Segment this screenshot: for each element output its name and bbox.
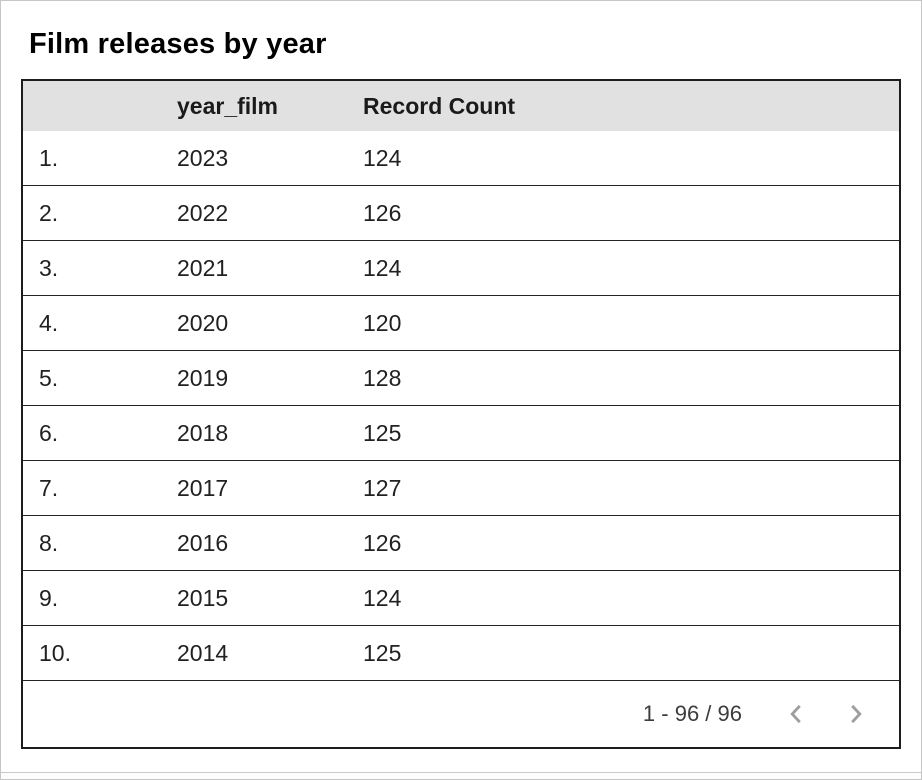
year-film-cell: 2015 — [177, 584, 229, 611]
table-row: 5. 2019 128 — [23, 351, 899, 406]
row-number-cell: 5. — [39, 364, 59, 391]
row-number-cell: 6. — [39, 419, 59, 446]
row-number-cell: 1. — [39, 144, 59, 171]
record-count-cell: 126 — [363, 529, 402, 556]
chevron-right-icon — [843, 701, 869, 727]
record-count-cell: 124 — [363, 144, 402, 171]
page-bottom-edge — [1, 772, 921, 779]
header-cell-record-count[interactable]: Record Count — [363, 92, 516, 119]
table-header-row: year_film Record Count — [23, 81, 899, 131]
year-film-cell: 2016 — [177, 529, 229, 556]
table-row: 4. 2020 120 — [23, 296, 899, 351]
record-count-cell: 128 — [363, 364, 402, 391]
row-number-cell: 10. — [39, 639, 71, 666]
table-pagination-bar: 1 - 96 / 96 — [23, 681, 899, 747]
record-count-cell: 124 — [363, 254, 402, 281]
year-film-cell: 2020 — [177, 309, 229, 336]
table-row: 8. 2016 126 — [23, 516, 899, 571]
table-row: 9. 2015 124 — [23, 571, 899, 626]
year-film-cell: 2014 — [177, 639, 229, 666]
row-number-cell: 7. — [39, 474, 59, 501]
table-row: 7. 2017 127 — [23, 461, 899, 516]
header-cell-year-film[interactable]: year_film — [177, 92, 279, 119]
table-row: 1. 2023 124 — [23, 131, 899, 186]
row-number-cell: 3. — [39, 254, 59, 281]
table-row: 3. 2021 124 — [23, 241, 899, 296]
record-count-cell: 125 — [363, 639, 402, 666]
year-film-cell: 2023 — [177, 144, 229, 171]
year-film-cell: 2022 — [177, 199, 229, 226]
page-title: Film releases by year — [29, 28, 327, 60]
row-number-cell: 8. — [39, 529, 59, 556]
row-number-cell: 9. — [39, 584, 59, 611]
film-releases-table: year_film Record Count 1. 2023 124 2. 20… — [21, 79, 901, 749]
table-row: 2. 2022 126 — [23, 186, 899, 241]
next-page-button[interactable] — [843, 701, 869, 727]
row-number-cell: 4. — [39, 309, 59, 336]
year-film-cell: 2018 — [177, 419, 229, 446]
year-film-cell: 2017 — [177, 474, 229, 501]
table-row: 6. 2018 125 — [23, 406, 899, 461]
table-row: 10. 2014 125 — [23, 626, 899, 681]
record-count-cell: 126 — [363, 199, 402, 226]
year-film-cell: 2021 — [177, 254, 229, 281]
pagination-range-label: 1 - 96 / 96 — [642, 701, 742, 726]
record-count-cell: 127 — [363, 474, 402, 501]
row-number-cell: 2. — [39, 199, 59, 226]
year-film-cell: 2019 — [177, 364, 229, 391]
chevron-left-icon — [783, 701, 809, 727]
record-count-cell: 125 — [363, 419, 402, 446]
record-count-cell: 120 — [363, 309, 402, 336]
record-count-cell: 124 — [363, 584, 402, 611]
previous-page-button[interactable] — [783, 701, 809, 727]
